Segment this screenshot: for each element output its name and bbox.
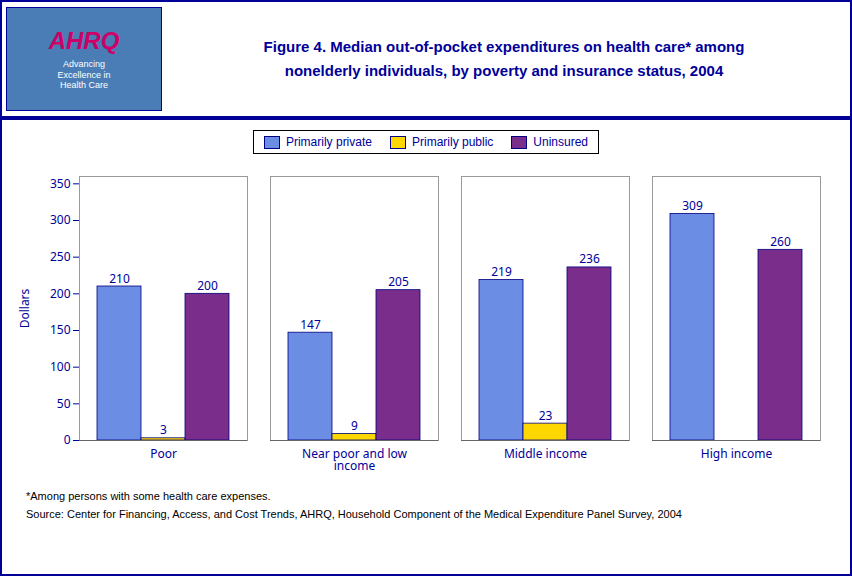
svg-text:200: 200 [50,285,71,302]
svg-text:260: 260 [770,233,791,250]
svg-text:Near poor and lowincome: Near poor and lowincome [302,445,407,474]
svg-text:Dollars: Dollars [16,288,33,328]
html-text:Advancing Excellence in Health: Advancing Excellence in Health Care [57,59,111,91]
svg-text:150: 150 [50,321,71,338]
html-text:*Among persons with some healt: *Among persons with some health care exp… [26,490,271,502]
html-text:Figure 4. Median out-of-pocket: Figure 4. Median out-of-pocket expenditu… [263,38,745,79]
svg-text:309: 309 [682,197,703,214]
svg-text:3: 3 [160,421,167,438]
svg-text:205: 205 [388,273,409,290]
svg-text:300: 300 [50,211,71,228]
svg-text:236: 236 [579,250,600,267]
svg-text:9: 9 [351,417,358,434]
svg-text:0: 0 [64,431,71,448]
html-text:Uninsured: Uninsured [533,135,588,149]
html-text:Source: Center for Financing,: Source: Center for Financing, Access, an… [26,507,682,520]
svg-text:100: 100 [50,358,71,375]
svg-text:250: 250 [50,248,71,265]
html-text:Primarily public: Primarily public [412,135,494,149]
svg-text:Middle income: Middle income [504,445,587,462]
svg-text:219: 219 [491,263,512,280]
svg-text:50: 50 [57,395,71,412]
svg-text:210: 210 [109,270,130,287]
svg-text:High income: High income [701,445,773,462]
svg-text:200: 200 [197,277,218,294]
html-text:AHRQ: AHRQ [48,27,120,55]
svg-text:Poor: Poor [150,445,177,462]
svg-text:350: 350 [50,175,71,192]
svg-text:23: 23 [539,407,553,424]
svg-text:147: 147 [300,316,321,333]
html-text:Primarily private: Primarily private [286,135,372,149]
